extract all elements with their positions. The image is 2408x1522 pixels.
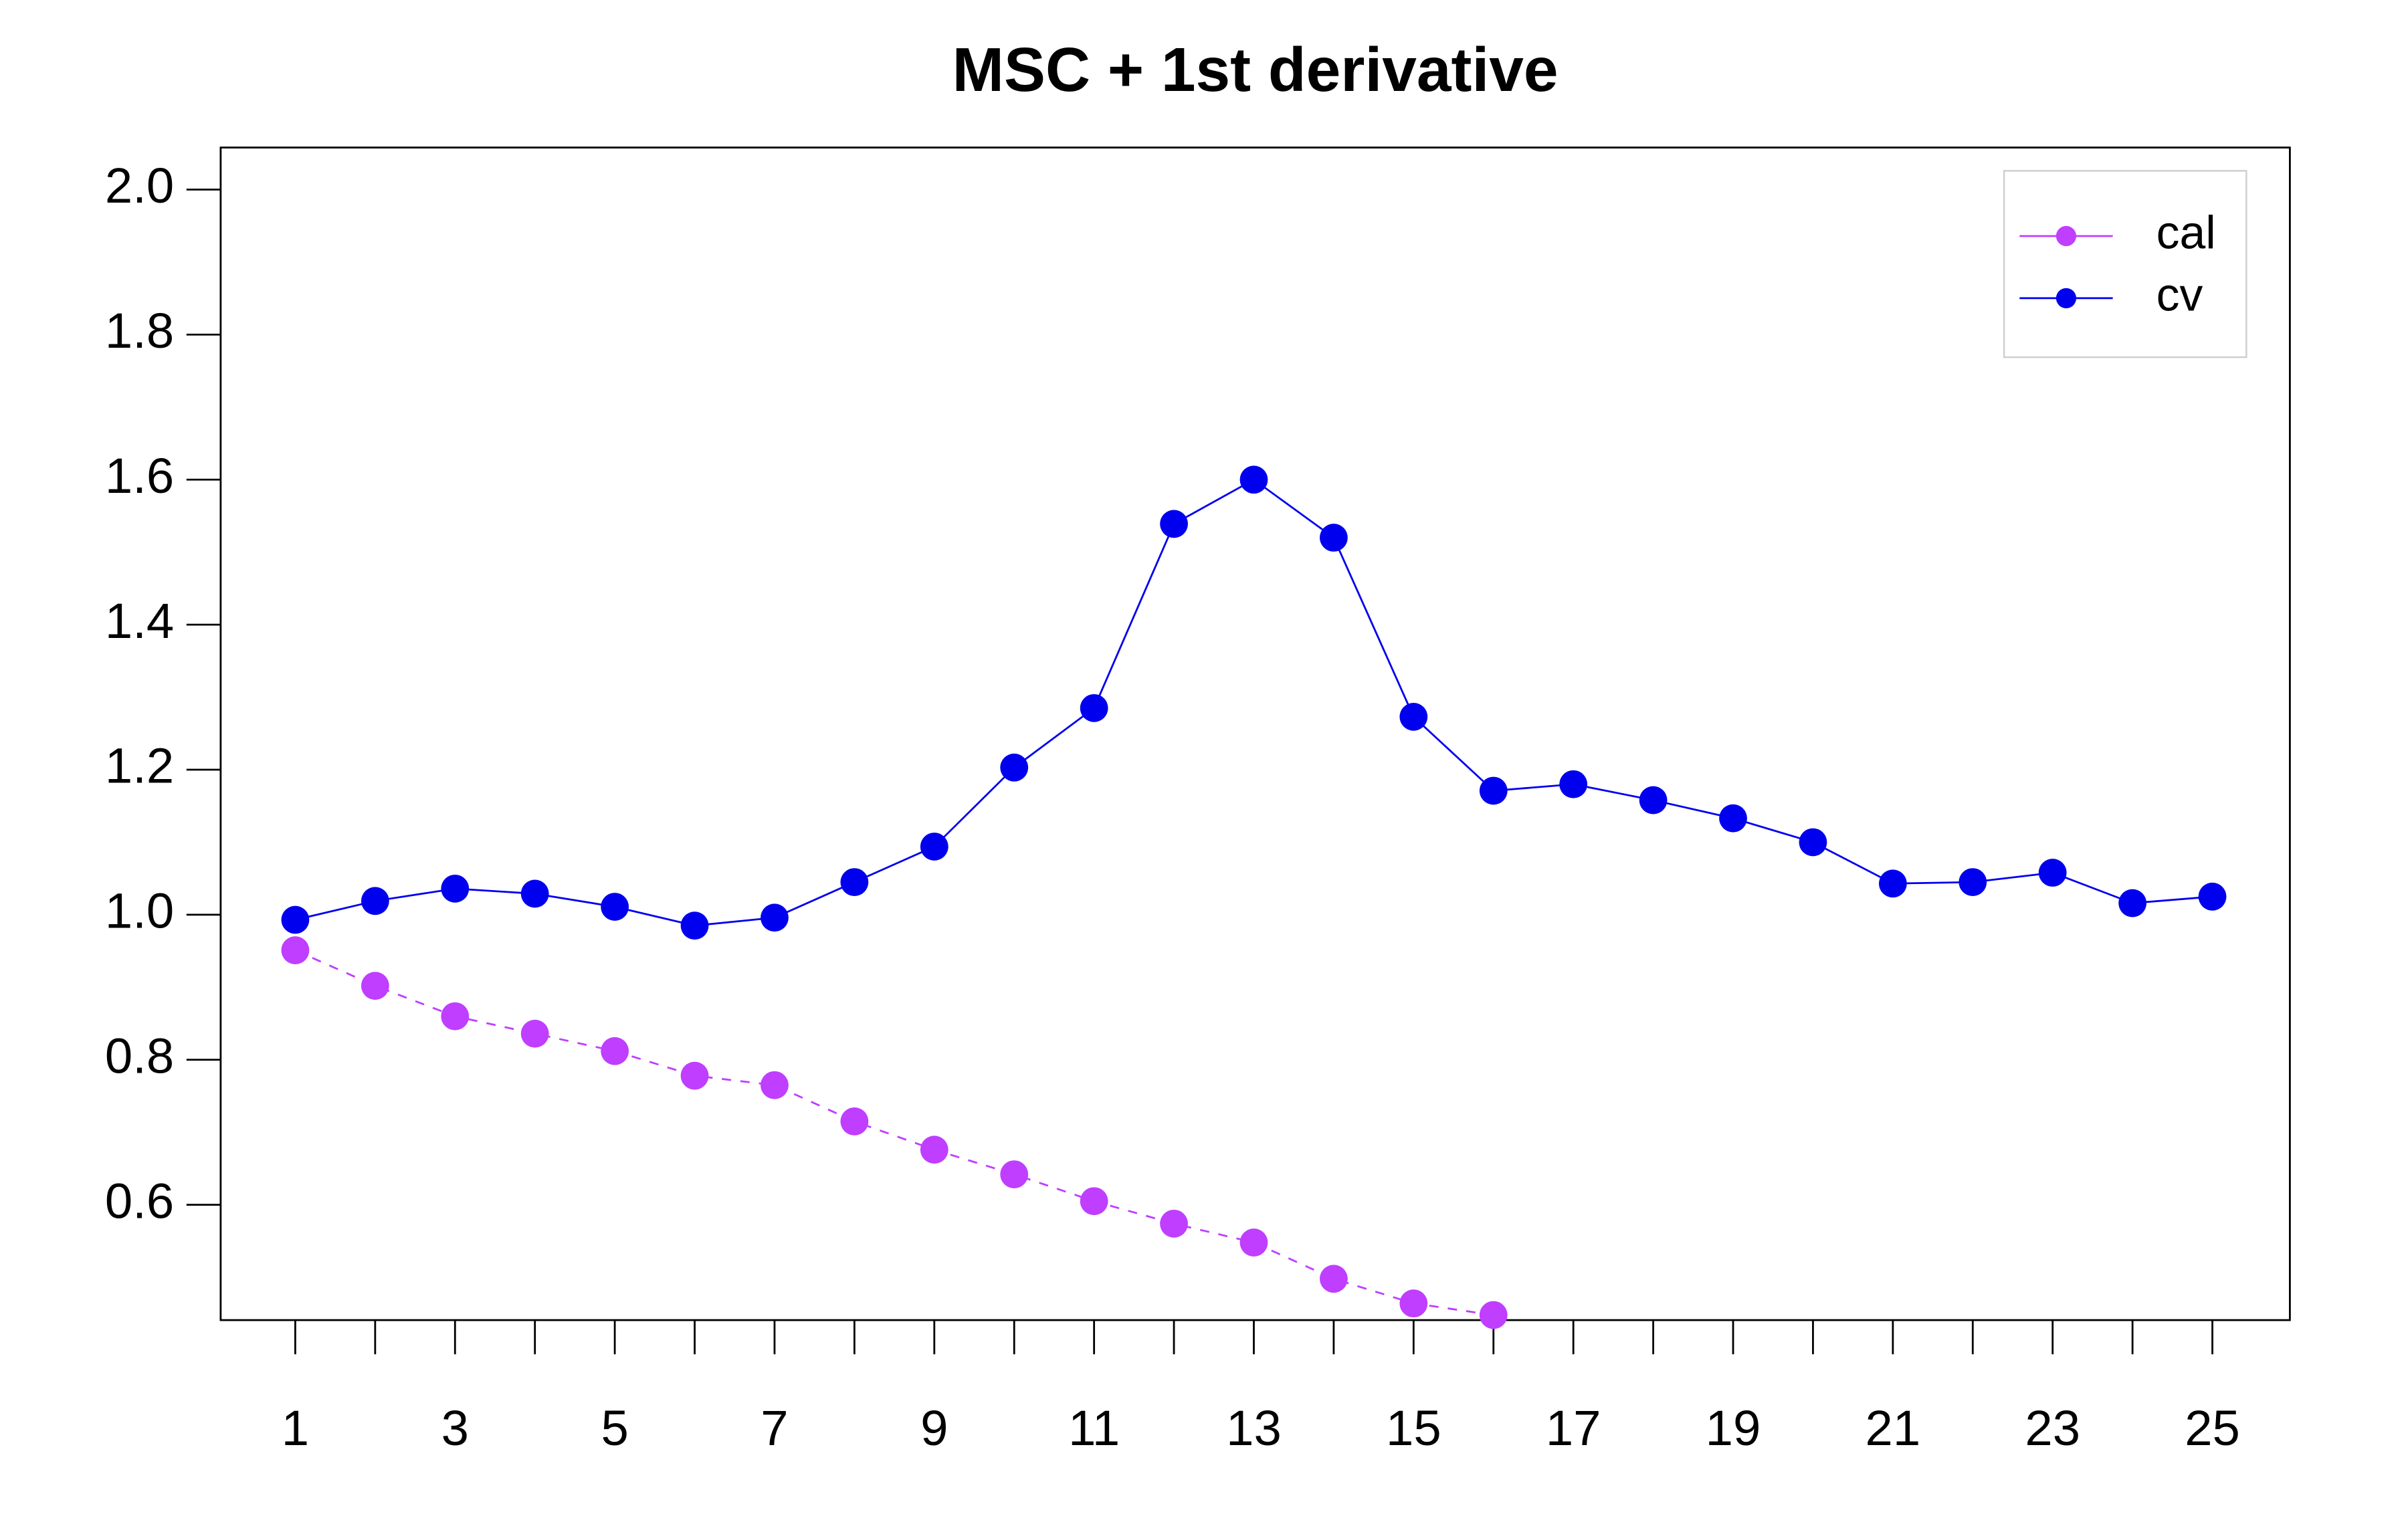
x-tick-label: 19: [1706, 1400, 1761, 1456]
point: [1559, 770, 1588, 798]
series-line: [294, 949, 1494, 1316]
x-tick-label: 23: [2025, 1400, 2080, 1456]
point: [1479, 776, 1508, 805]
y-tick-label: 2.0: [105, 158, 174, 213]
point: [361, 972, 389, 1000]
point: [920, 1135, 948, 1164]
point: [441, 1002, 470, 1030]
legend-box: [2003, 170, 2247, 358]
point: [1959, 868, 1987, 897]
chart-title: MSC + 1st derivative: [952, 35, 1559, 104]
legend-label: cal: [2156, 206, 2216, 258]
point: [1878, 869, 1907, 898]
x-tick-label: 15: [1386, 1400, 1441, 1456]
point: [761, 1071, 789, 1099]
point: [1080, 693, 1108, 722]
point: [1399, 1289, 1428, 1318]
point: [761, 903, 789, 932]
point: [1239, 465, 1268, 494]
y-tick-label: 1.8: [105, 303, 174, 358]
point: [601, 1037, 629, 1065]
y-tick-label: 0.6: [105, 1173, 174, 1228]
legend-marker: [2055, 288, 2077, 309]
point: [2198, 882, 2227, 911]
x-tick-label: 9: [920, 1400, 948, 1456]
legend-label: cv: [2156, 268, 2203, 320]
y-tick-label: 1.6: [105, 448, 174, 504]
x-tick-label: 7: [761, 1400, 788, 1456]
point: [1399, 702, 1428, 731]
x-tick-label: 13: [1226, 1400, 1282, 1456]
point: [1080, 1187, 1108, 1216]
y-tick-label: 1.4: [105, 593, 174, 649]
point: [1320, 524, 1348, 552]
point: [2118, 889, 2147, 917]
point: [680, 1061, 709, 1090]
x-tick-label: 5: [601, 1400, 628, 1456]
point: [1000, 753, 1029, 782]
plot-frame: [219, 146, 2291, 1321]
point: [281, 936, 310, 964]
point: [2038, 859, 2067, 887]
x-tick-label: 1: [282, 1400, 309, 1456]
x-tick-label: 25: [2185, 1400, 2240, 1456]
point: [1160, 1209, 1188, 1238]
point: [1639, 786, 1668, 814]
point: [361, 887, 389, 915]
point: [840, 868, 869, 897]
point: [1000, 1160, 1029, 1189]
point: [520, 879, 549, 908]
point: [840, 1107, 869, 1135]
point: [1239, 1228, 1268, 1257]
point: [1719, 804, 1747, 833]
legend-marker: [2055, 225, 2077, 247]
x-tick-label: 3: [441, 1400, 469, 1456]
point: [680, 911, 709, 940]
point: [1479, 1301, 1508, 1329]
y-tick-label: 1.0: [105, 883, 174, 939]
point: [441, 874, 470, 903]
point: [1320, 1265, 1348, 1293]
point: [281, 905, 310, 934]
y-tick-label: 1.2: [105, 738, 174, 794]
point: [601, 893, 629, 921]
x-tick-label: 17: [1546, 1400, 1601, 1456]
point: [920, 833, 948, 861]
x-tick-label: 21: [1866, 1400, 1921, 1456]
point: [1160, 510, 1188, 538]
point: [1799, 828, 1827, 857]
x-tick-label: 11: [1068, 1400, 1120, 1456]
y-tick-label: 0.8: [105, 1028, 174, 1083]
point: [520, 1019, 549, 1048]
